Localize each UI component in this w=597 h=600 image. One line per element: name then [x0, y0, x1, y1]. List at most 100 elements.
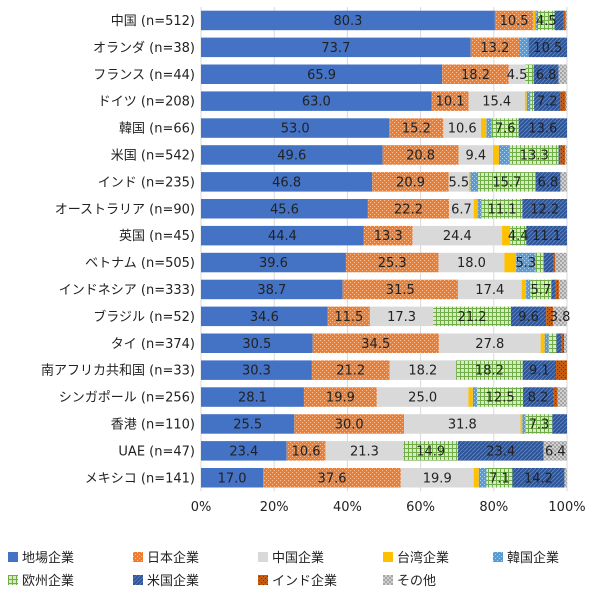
bar-segment [201, 279, 343, 300]
bar-segment [538, 10, 555, 31]
data-label: 10.1 [436, 95, 465, 110]
data-label: 31.8 [448, 417, 477, 432]
bar-segment [493, 145, 499, 165]
bar-segment [201, 37, 471, 58]
x-tick-label: 40% [333, 500, 362, 515]
bar-segment [342, 279, 458, 300]
bar-segment [524, 91, 527, 111]
data-label: 5.5 [449, 175, 470, 190]
category-label: ブラジル (n=52) [93, 309, 195, 325]
data-label: 10.6 [448, 122, 477, 137]
data-label: 73.7 [321, 41, 350, 56]
data-label: 11.1 [532, 229, 561, 244]
data-label: 5.7 [530, 283, 551, 298]
bar-segment [553, 252, 556, 273]
bar-segment [560, 91, 566, 111]
data-label: 18.2 [461, 68, 490, 83]
bar-segment [201, 441, 287, 461]
data-label: 17.3 [387, 310, 416, 325]
bar-segment [478, 468, 487, 488]
bar-segment [564, 333, 567, 353]
bar-segment [449, 199, 474, 219]
data-label: 25.5 [233, 417, 262, 432]
bar-segment [530, 91, 535, 111]
bar-segment [201, 306, 328, 327]
bar-segment [535, 252, 544, 273]
bar-segment [312, 333, 439, 353]
bar-segment [510, 306, 547, 327]
legend-item: 地場企業 [8, 547, 74, 566]
legend-swatch [8, 574, 18, 585]
category-label: 英国 (n=45) [119, 229, 195, 244]
bar-segment [367, 199, 450, 219]
data-label: 12.5 [486, 391, 515, 406]
data-label: 11.5 [334, 310, 363, 325]
bar-segment [303, 387, 377, 407]
bar-segment [443, 118, 482, 138]
bar-segment [521, 279, 527, 300]
data-label: 80.3 [333, 14, 362, 29]
data-label: 18.2 [475, 364, 504, 379]
data-label: 9.6 [518, 310, 539, 325]
bar-segment [294, 414, 405, 434]
data-label: 28.1 [238, 391, 267, 406]
bar-segment [522, 414, 526, 434]
bar-segment [498, 145, 510, 165]
legend-item: 米国企業 [133, 570, 199, 589]
legend-label: その他 [397, 574, 437, 589]
bar-segment [528, 37, 567, 58]
legend-swatch [133, 574, 143, 585]
category-label: UAE (n=47) [118, 444, 195, 459]
bar-segment [526, 279, 531, 300]
data-label: 34.6 [250, 310, 279, 325]
bar-segment [478, 172, 536, 192]
bar-segment [201, 252, 346, 273]
category-label: ドイツ (n=208) [98, 95, 195, 110]
data-label: 8.2 [528, 391, 549, 406]
category-label: オランダ (n=38) [93, 41, 195, 56]
data-label: 20.8 [406, 148, 435, 163]
bar-segment [518, 118, 567, 138]
category-label: インドネシア (n=333) [59, 283, 195, 298]
bar-segment [363, 225, 413, 246]
data-label: 24.4 [443, 229, 472, 244]
bar-segment [201, 333, 313, 353]
legend-label: 地場企業 [22, 551, 75, 566]
bar-segment [325, 441, 404, 461]
data-label: 9.1 [529, 364, 550, 379]
data-label: 6.8 [538, 175, 559, 190]
data-label: 65.9 [307, 68, 336, 83]
data-label: 38.7 [257, 283, 286, 298]
data-label: 13.6 [528, 122, 557, 137]
data-label: 3.8 [550, 310, 571, 325]
data-label: 30.3 [242, 364, 271, 379]
bar-segment [555, 279, 559, 300]
bar-segment [201, 360, 312, 380]
bar-segment [535, 172, 561, 192]
data-label: 53.0 [281, 122, 310, 137]
bar-segment [201, 387, 304, 407]
bar-segment [560, 145, 566, 165]
data-label: 14.9 [416, 444, 445, 459]
data-label: 13.2 [480, 41, 509, 56]
legend-label: 韓国企業 [507, 551, 560, 566]
bar-segment [509, 145, 559, 165]
category-label: シンガポール (n=256) [59, 391, 195, 406]
bar-segment [470, 172, 479, 192]
legend-item: 欧州企業 [8, 570, 74, 589]
bar-segment [473, 468, 479, 488]
bar-segment [543, 441, 567, 461]
category-label: インド (n=235) [98, 175, 195, 190]
x-tick-label: 20% [260, 500, 289, 515]
data-label: 15.4 [482, 95, 511, 110]
legend-label: 日本企業 [147, 551, 200, 566]
legend-item: その他 [383, 570, 436, 589]
data-label: 30.5 [242, 337, 271, 352]
bar-segment [564, 468, 567, 488]
category-label: 中国 (n=512) [111, 14, 195, 29]
bar-segment [468, 387, 473, 407]
data-label: 18.2 [408, 364, 437, 379]
bar-segment [510, 225, 527, 246]
legend-label: 中国企業 [272, 551, 325, 566]
bar-segment [470, 37, 520, 58]
